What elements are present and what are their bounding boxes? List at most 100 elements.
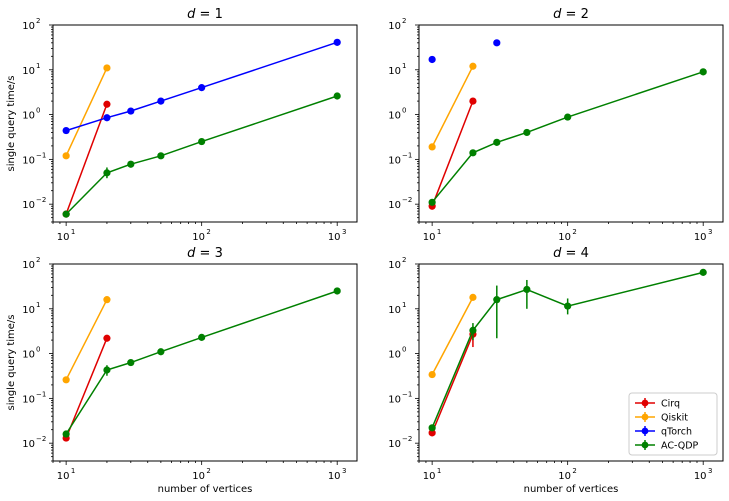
subplot-2: d = 210 1 10 2 10 310 −210 −110 010 110 2	[388, 7, 724, 243]
data-point	[523, 285, 531, 294]
x-tick-label-exp: 2	[572, 228, 576, 236]
y-tick-label: 10	[388, 21, 401, 32]
data-point	[157, 348, 165, 356]
subplot-title: d = 4	[553, 246, 589, 261]
y-tick-label: 10	[388, 111, 401, 122]
data-point	[428, 424, 436, 432]
series-line	[65, 95, 338, 215]
series-line	[431, 297, 474, 375]
subplot-title: d = 2	[553, 7, 589, 22]
x-tick-label: 10	[694, 232, 707, 243]
series-qiskit	[62, 296, 111, 384]
axes-frame	[52, 24, 358, 223]
data-point	[469, 149, 477, 157]
legend-label: AC-QDP	[661, 441, 699, 452]
data-point	[127, 107, 135, 115]
data-point	[333, 92, 341, 100]
y-axis-label: single query time/s	[6, 75, 17, 171]
y-tick-label: 10	[388, 155, 401, 166]
legend-marker	[641, 413, 649, 421]
y-tick-label-exp: 0	[402, 107, 406, 115]
subplot-title: d = 1	[187, 7, 223, 22]
y-tick-label: 10	[22, 439, 35, 450]
data-point	[564, 302, 572, 310]
y-tick-label-exp: −1	[402, 151, 412, 159]
y-tick-label: 10	[22, 394, 35, 405]
series-ac-qdp	[428, 268, 707, 432]
y-tick-label-exp: 0	[36, 107, 40, 115]
x-tick-label: 10	[57, 232, 70, 243]
y-tick-label: 10	[22, 350, 35, 361]
data-point	[493, 296, 501, 304]
legend-label: Qiskit	[661, 413, 688, 424]
y-tick-label-exp: 1	[402, 301, 406, 309]
y-tick-label: 10	[388, 200, 401, 211]
data-point	[62, 210, 70, 218]
data-point	[699, 68, 707, 76]
series-ac-qdp	[62, 287, 341, 438]
series-line	[431, 100, 474, 207]
data-point	[103, 334, 111, 342]
series-line	[431, 65, 474, 148]
plot-area	[428, 39, 707, 210]
data-point	[157, 152, 165, 160]
data-point	[523, 128, 531, 137]
legend-label: Cirq	[661, 399, 680, 410]
y-tick-label-exp: 2	[402, 256, 406, 264]
x-tick-label-exp: 1	[437, 467, 441, 475]
y-tick-label: 10	[388, 439, 401, 450]
y-tick-label: 10	[388, 394, 401, 405]
plot-area	[62, 287, 341, 442]
data-point	[62, 126, 70, 135]
x-tick-label-exp: 1	[71, 467, 75, 475]
x-tick-label: 10	[328, 471, 341, 482]
y-tick-label-exp: 2	[402, 17, 406, 25]
axes-frame	[52, 263, 358, 462]
x-tick-label-exp: 1	[71, 228, 75, 236]
x-tick-label-exp: 2	[206, 467, 210, 475]
series-line	[431, 271, 704, 429]
x-tick-label: 10	[192, 471, 205, 482]
legend: Cirq Qiskit qTorch AC-QDP	[628, 392, 718, 456]
series-line	[65, 67, 108, 157]
x-tick-label: 10	[328, 232, 341, 243]
series-qiskit	[428, 62, 477, 151]
data-point	[333, 287, 341, 295]
y-tick-label: 10	[22, 111, 35, 122]
x-tick-label-exp: 3	[708, 467, 712, 475]
data-point	[103, 296, 111, 304]
y-tick-label: 10	[22, 66, 35, 77]
series-qiskit	[428, 293, 477, 379]
y-tick-label-exp: 2	[36, 17, 40, 25]
x-tick-label-exp: 3	[342, 467, 346, 475]
data-point	[62, 376, 70, 384]
x-tick-label-exp: 1	[437, 228, 441, 236]
y-tick-label-exp: −2	[36, 435, 46, 443]
y-tick-label: 10	[388, 350, 401, 361]
x-tick-label-exp: 2	[206, 228, 210, 236]
legend-marker	[641, 441, 649, 449]
axes-frame	[418, 263, 724, 462]
data-point	[428, 370, 436, 379]
y-tick-label-exp: 2	[36, 256, 40, 264]
y-tick-label-exp: −2	[402, 196, 412, 204]
data-point	[103, 114, 111, 122]
y-axis-label: single query time/s	[6, 314, 17, 410]
data-point	[428, 198, 436, 206]
plot-area	[62, 38, 341, 218]
series-line	[431, 334, 474, 434]
y-tick-label-exp: 0	[36, 346, 40, 354]
data-point	[62, 152, 70, 160]
data-point	[198, 137, 206, 146]
x-tick-label: 10	[558, 471, 571, 482]
data-point	[564, 113, 572, 121]
data-point	[103, 64, 111, 72]
x-axis-label: number of vertices	[524, 484, 619, 495]
data-point	[103, 366, 111, 374]
series-cirq	[428, 97, 477, 210]
subplot-title: d = 3	[187, 246, 223, 261]
series-cirq	[62, 334, 111, 442]
